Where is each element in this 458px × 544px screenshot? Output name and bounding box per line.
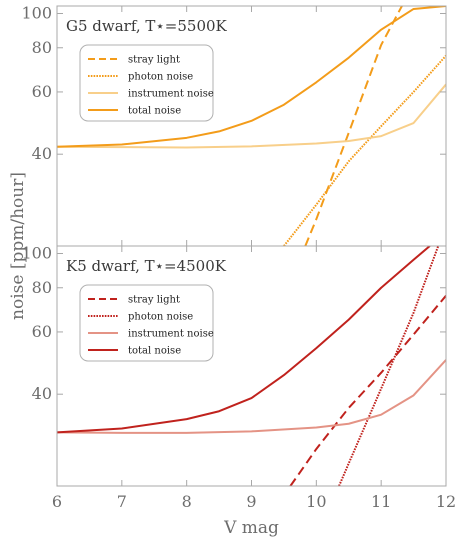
legend-box <box>79 44 214 122</box>
series-line-photon-noise <box>283 54 446 246</box>
y-tick-label: 60 <box>32 82 52 101</box>
series-line-total-noise <box>57 6 446 148</box>
y-tick-label: 100 <box>21 3 52 22</box>
series-group <box>57 6 446 246</box>
series-group <box>57 246 446 486</box>
legend-label: total noise <box>128 346 181 357</box>
x-tick-label: 8 <box>182 492 192 511</box>
legend-label: photon noise <box>128 72 193 83</box>
legend-label: photon noise <box>128 312 193 323</box>
y-tick-label: 40 <box>32 144 52 163</box>
x-tick-label: 7 <box>117 492 127 511</box>
legend: stray light photon noise instrument noise t… <box>79 284 214 362</box>
x-tick-label: 6 <box>52 492 62 511</box>
legend-label: instrument noise <box>128 329 214 340</box>
legend-label: stray light <box>128 295 180 306</box>
x-tick-label: 9 <box>246 492 256 511</box>
plot-frame <box>56 5 447 247</box>
y-tick-label: 80 <box>32 278 52 297</box>
x-tick-label: 10 <box>306 492 326 511</box>
legend-box <box>79 284 214 362</box>
legend-label: instrument noise <box>128 89 214 100</box>
y-axis-label: noise [ppm/hour] <box>8 172 28 320</box>
y-tick-label: 80 <box>32 38 52 57</box>
y-tick-label: 60 <box>32 322 52 341</box>
series-line-stray-light <box>304 6 403 246</box>
x-tick-label: 11 <box>371 492 391 511</box>
panel-2: 40 60 80 100 6 7 8 9 10 11 12 K5 dwarf, T⋆=4500K str… <box>21 243 456 511</box>
y-tick-label: 40 <box>32 384 52 403</box>
legend-label: total noise <box>128 106 181 117</box>
legend-label: stray light <box>128 55 180 66</box>
series-line-stray-light <box>289 294 446 486</box>
x-tick-label: 12 <box>436 492 456 511</box>
series-line-instrument-noise <box>57 83 446 149</box>
y-tick-label: 100 <box>21 243 52 262</box>
panel-title: G5 dwarf, T⋆=5500K <box>66 17 228 35</box>
series-line-instrument-noise <box>57 359 446 434</box>
x-axis-label: V mag <box>223 518 279 538</box>
legend: stray light photon noise instrument noise t… <box>79 44 214 122</box>
panel-title: K5 dwarf, T⋆=4500K <box>66 257 227 275</box>
panel-1: 40 60 80 100 G5 dwarf, T⋆=5500K stray light ph… <box>21 3 447 247</box>
series-line-total-noise <box>57 246 431 434</box>
